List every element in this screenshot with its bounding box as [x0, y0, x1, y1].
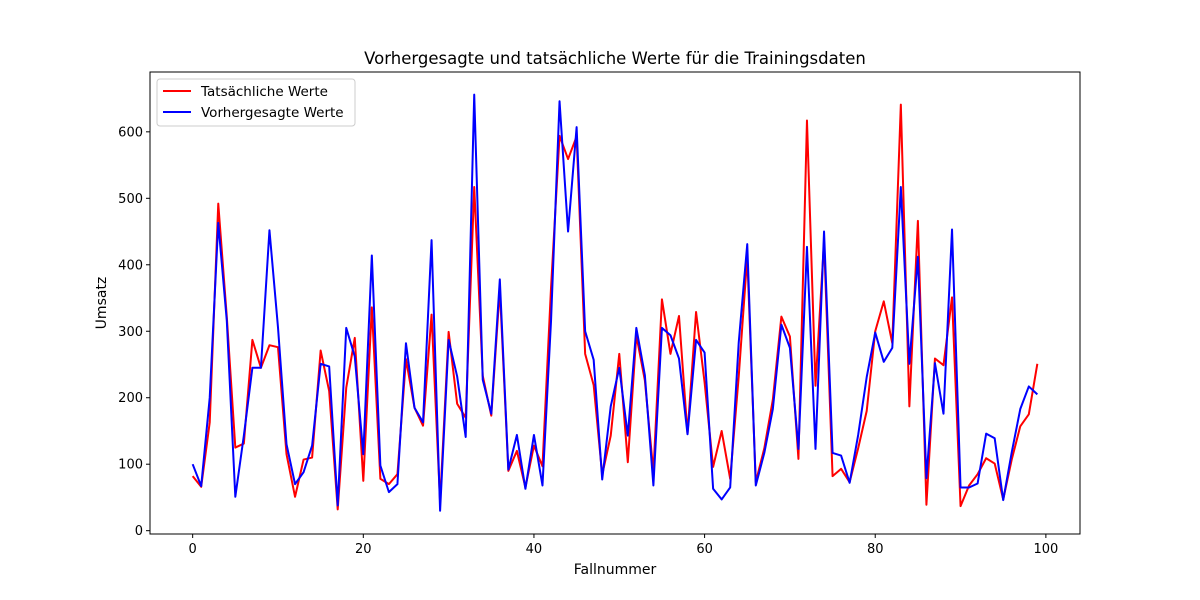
- y-tick-label-600: 600: [118, 125, 143, 140]
- series-line-predicted: [191, 93, 1039, 512]
- y-tick-label-200: 200: [118, 391, 143, 406]
- x-tick-label-60: 60: [696, 542, 713, 557]
- legend: Tatsächliche Werte Vorhergesagte Werte: [156, 78, 356, 127]
- y-tick-label-0: 0: [135, 524, 143, 539]
- y-axis-label: Umsatz: [94, 277, 110, 330]
- y-axis-ticks: 0 100 200 300 400 500 600: [118, 125, 150, 539]
- legend-label-predicted: Vorhergesagte Werte: [201, 105, 344, 121]
- x-tick-label-0: 0: [189, 542, 197, 557]
- chart-title: Vorhergesagte und tatsächliche Werte für…: [364, 49, 866, 68]
- y-tick-label-100: 100: [118, 458, 143, 473]
- x-tick-label-40: 40: [526, 542, 543, 557]
- x-axis-label: Fallnummer: [574, 562, 657, 578]
- y-tick-label-300: 300: [118, 325, 143, 340]
- plot-frame: [149, 71, 1081, 535]
- x-tick-label-20: 20: [355, 542, 372, 557]
- x-axis-ticks: 0 20 40 60 80 100: [189, 534, 1058, 557]
- legend-label-actual: Tatsächliche Werte: [200, 84, 328, 100]
- legend-box: [156, 78, 356, 127]
- x-tick-label-80: 80: [867, 542, 884, 557]
- y-tick-label-500: 500: [118, 192, 143, 207]
- x-tick-label-100: 100: [1033, 542, 1058, 557]
- y-tick-label-400: 400: [118, 258, 143, 273]
- series-layer: [191, 93, 1039, 512]
